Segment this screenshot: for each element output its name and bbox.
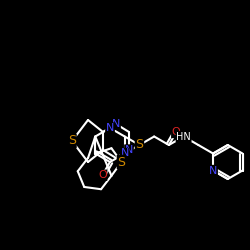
Text: S: S	[118, 156, 126, 168]
Text: N: N	[120, 148, 129, 158]
Text: O: O	[172, 128, 180, 138]
Text: S: S	[68, 134, 76, 147]
Text: N: N	[112, 119, 120, 129]
Text: HN: HN	[176, 132, 191, 141]
Text: O: O	[98, 170, 107, 180]
Text: N: N	[209, 166, 217, 175]
Text: N: N	[106, 123, 114, 133]
Text: S: S	[136, 138, 143, 151]
Text: N: N	[125, 145, 133, 155]
